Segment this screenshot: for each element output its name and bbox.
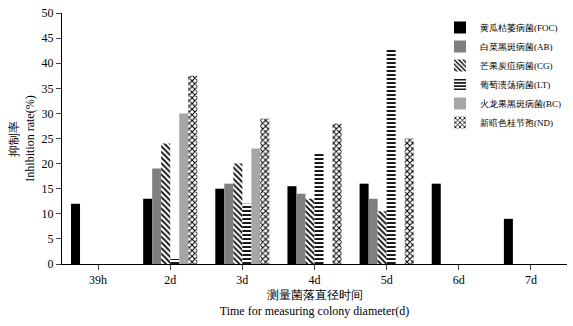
svg-text:20: 20 xyxy=(42,157,54,171)
svg-text:7d: 7d xyxy=(525,273,537,287)
svg-text:15: 15 xyxy=(42,182,54,196)
svg-text:5: 5 xyxy=(48,232,54,246)
svg-text:4d: 4d xyxy=(309,273,321,287)
svg-text:35: 35 xyxy=(42,82,54,96)
svg-text:39h: 39h xyxy=(89,273,107,287)
svg-text:3d: 3d xyxy=(236,273,248,287)
svg-text:火龙果黑斑病菌(BC): 火龙果黑斑病菌(BC) xyxy=(480,99,561,109)
svg-text:45: 45 xyxy=(42,31,54,45)
svg-text:白菜黑斑病菌(AB): 白菜黑斑病菌(AB) xyxy=(480,42,553,52)
svg-text:25: 25 xyxy=(42,132,54,146)
svg-text:黄瓜枯萎病菌(FOC): 黄瓜枯萎病菌(FOC) xyxy=(480,23,558,33)
svg-text:新暗色桂节孢(ND): 新暗色桂节孢(ND) xyxy=(480,118,553,128)
svg-text:葡萄溃荡病菌(LT): 葡萄溃荡病菌(LT) xyxy=(480,80,550,90)
svg-text:30: 30 xyxy=(42,107,54,121)
svg-text:0: 0 xyxy=(48,257,54,271)
svg-text:50: 50 xyxy=(42,6,54,20)
svg-text:5d: 5d xyxy=(381,273,393,287)
svg-text:芒果炭疽病菌(CG): 芒果炭疽病菌(CG) xyxy=(480,61,553,71)
svg-text:10: 10 xyxy=(42,207,54,221)
svg-text:40: 40 xyxy=(42,56,54,70)
svg-text:抑制率Inhibition rate(%): 抑制率Inhibition rate(%) xyxy=(7,95,37,181)
svg-text:测量菌落直径时间Time for measuring col: 测量菌落直径时间Time for measuring colony diamet… xyxy=(220,288,410,318)
svg-text:2d: 2d xyxy=(164,273,176,287)
svg-text:6d: 6d xyxy=(453,273,465,287)
